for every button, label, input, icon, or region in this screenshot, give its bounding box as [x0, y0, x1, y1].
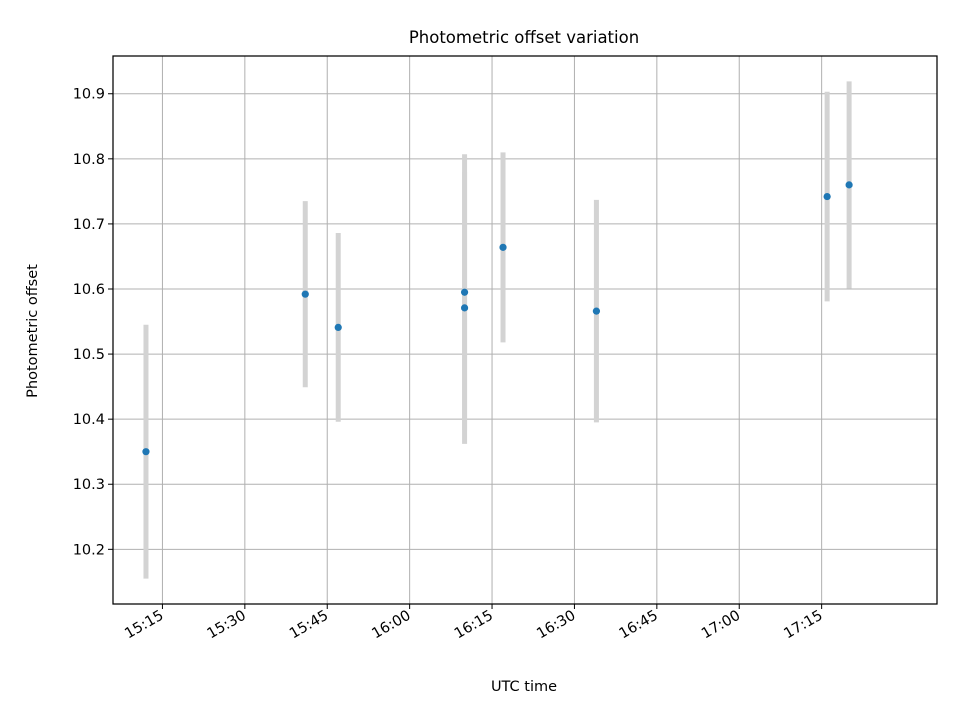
- y-tick-label: 10.4: [73, 412, 105, 428]
- data-point: [301, 290, 309, 298]
- chart-title: Photometric offset variation: [409, 28, 639, 47]
- y-tick-label: 10.6: [73, 282, 105, 298]
- y-tick-label: 10.2: [73, 542, 105, 558]
- y-tick-label: 10.9: [73, 87, 105, 103]
- y-tick-label: 10.3: [73, 477, 105, 493]
- data-point: [499, 243, 507, 251]
- data-point: [823, 192, 831, 201]
- y-axis-ticks: 10.2 10.3 10.4 10.5 10.6 10.7 10.8 10.9: [73, 87, 113, 558]
- x-axis-label: UTC time: [491, 679, 557, 695]
- data-points: [142, 181, 853, 456]
- data-point: [142, 448, 150, 456]
- y-tick-label: 10.7: [73, 217, 105, 233]
- data-point: [334, 323, 342, 331]
- y-axis-label: Photometric offset: [25, 264, 41, 398]
- data-point: [592, 307, 601, 315]
- y-tick-label: 10.5: [73, 347, 105, 363]
- data-point: [460, 304, 469, 312]
- data-point: [845, 181, 853, 189]
- grid-lines: [113, 56, 937, 604]
- plot-area-frame: [112, 55, 938, 605]
- data-point: [460, 288, 469, 296]
- y-tick-label: 10.8: [73, 152, 105, 168]
